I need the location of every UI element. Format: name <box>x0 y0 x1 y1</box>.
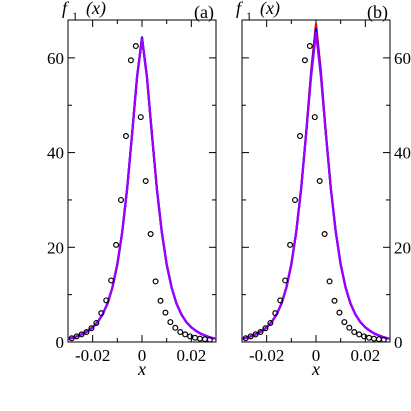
y-tick-label: 0 <box>56 333 65 352</box>
data-point <box>127 57 134 64</box>
x-tick-label: 0 <box>138 346 147 365</box>
y-axis-label-sub: 1 <box>72 9 78 23</box>
data-point <box>132 43 139 50</box>
data-point <box>147 231 154 238</box>
data-point <box>341 319 348 326</box>
x-axis-label: x <box>137 359 146 379</box>
y-axis-label-f: f <box>62 0 70 18</box>
data-point <box>351 329 358 336</box>
plot-frame <box>67 19 217 343</box>
data-point <box>162 309 169 316</box>
y-axis-label-f: f <box>236 0 244 18</box>
y-tick-label: 20 <box>394 238 411 257</box>
data-point <box>336 309 343 316</box>
data-point <box>108 277 115 284</box>
data-point <box>103 297 110 304</box>
data-point <box>326 278 333 285</box>
data-point <box>282 277 289 284</box>
series-line-0 <box>242 22 390 340</box>
data-point <box>113 241 120 248</box>
series-line-1 <box>242 27 390 340</box>
data-point <box>296 133 303 140</box>
data-point <box>73 333 80 340</box>
data-point <box>375 336 382 343</box>
data-point <box>172 324 179 331</box>
data-point <box>267 320 274 327</box>
x-axis-label: x <box>311 359 320 379</box>
data-point <box>122 133 129 140</box>
data-point <box>142 178 149 185</box>
chart-panel-1: -0.02 0 0.02 0 20 40 60 x f 1 (x) (b) <box>236 0 411 379</box>
data-point <box>177 329 184 336</box>
data-point <box>167 319 174 326</box>
data-point <box>277 297 284 304</box>
y-tick-label: 0 <box>394 333 403 352</box>
y-tick-label: 60 <box>47 49 64 68</box>
series-line-2 <box>68 37 216 340</box>
data-point <box>257 329 264 336</box>
data-point <box>346 324 353 331</box>
plot-frame <box>241 19 391 343</box>
data-point <box>311 114 318 121</box>
data-point <box>366 334 373 341</box>
y-axis-label-arg: (x) <box>86 0 106 19</box>
data-point <box>93 320 100 327</box>
data-point <box>370 335 377 342</box>
data-point <box>98 310 105 317</box>
data-point <box>206 336 213 343</box>
x-tick-label: -0.02 <box>75 346 110 365</box>
panel-label: (b) <box>367 2 388 23</box>
data-point <box>272 310 279 317</box>
data-point <box>316 178 323 185</box>
series-markers-3 <box>242 43 387 343</box>
data-point <box>380 336 387 343</box>
data-point <box>118 196 125 203</box>
data-point <box>306 43 313 50</box>
series-line-2 <box>242 31 390 340</box>
data-point <box>262 325 269 332</box>
y-axis-label: f 1 (x) <box>236 0 280 23</box>
data-point <box>78 331 85 338</box>
data-point <box>137 114 144 121</box>
y-tick-label: 40 <box>394 144 411 163</box>
x-tick-label: 0 <box>312 346 321 365</box>
y-tick-label: 20 <box>47 238 64 257</box>
panel-label: (a) <box>194 2 214 23</box>
data-point <box>252 331 259 338</box>
data-point <box>321 231 328 238</box>
data-point <box>301 57 308 64</box>
y-axis-label: f 1 (x) <box>62 0 106 23</box>
data-point <box>68 335 75 342</box>
x-tick-label: -0.02 <box>249 346 284 365</box>
data-point <box>247 333 254 340</box>
x-tick-label: 0.02 <box>350 346 380 365</box>
y-tick-label: 60 <box>394 49 411 68</box>
data-point <box>157 297 164 304</box>
data-point <box>192 334 199 341</box>
chart-panel-0: -0.02 0 0.02 0 20 40 60 x f 1 (x) (a) <box>47 0 217 379</box>
data-point <box>152 278 159 285</box>
data-point <box>88 325 95 332</box>
y-tick-label: 40 <box>47 144 64 163</box>
series-line-0 <box>68 36 216 340</box>
data-point <box>83 329 90 336</box>
series-line-1 <box>68 36 216 340</box>
data-point <box>201 336 208 343</box>
data-point <box>292 196 299 203</box>
data-point <box>242 335 249 342</box>
data-point <box>196 335 203 342</box>
y-axis-label-sub: 1 <box>246 9 252 23</box>
data-point <box>356 331 363 338</box>
data-point <box>331 297 338 304</box>
y-axis-label-arg: (x) <box>260 0 280 19</box>
series-markers-3 <box>68 43 213 343</box>
data-point <box>287 241 294 248</box>
data-point <box>182 331 189 338</box>
x-tick-label: 0.02 <box>176 346 206 365</box>
